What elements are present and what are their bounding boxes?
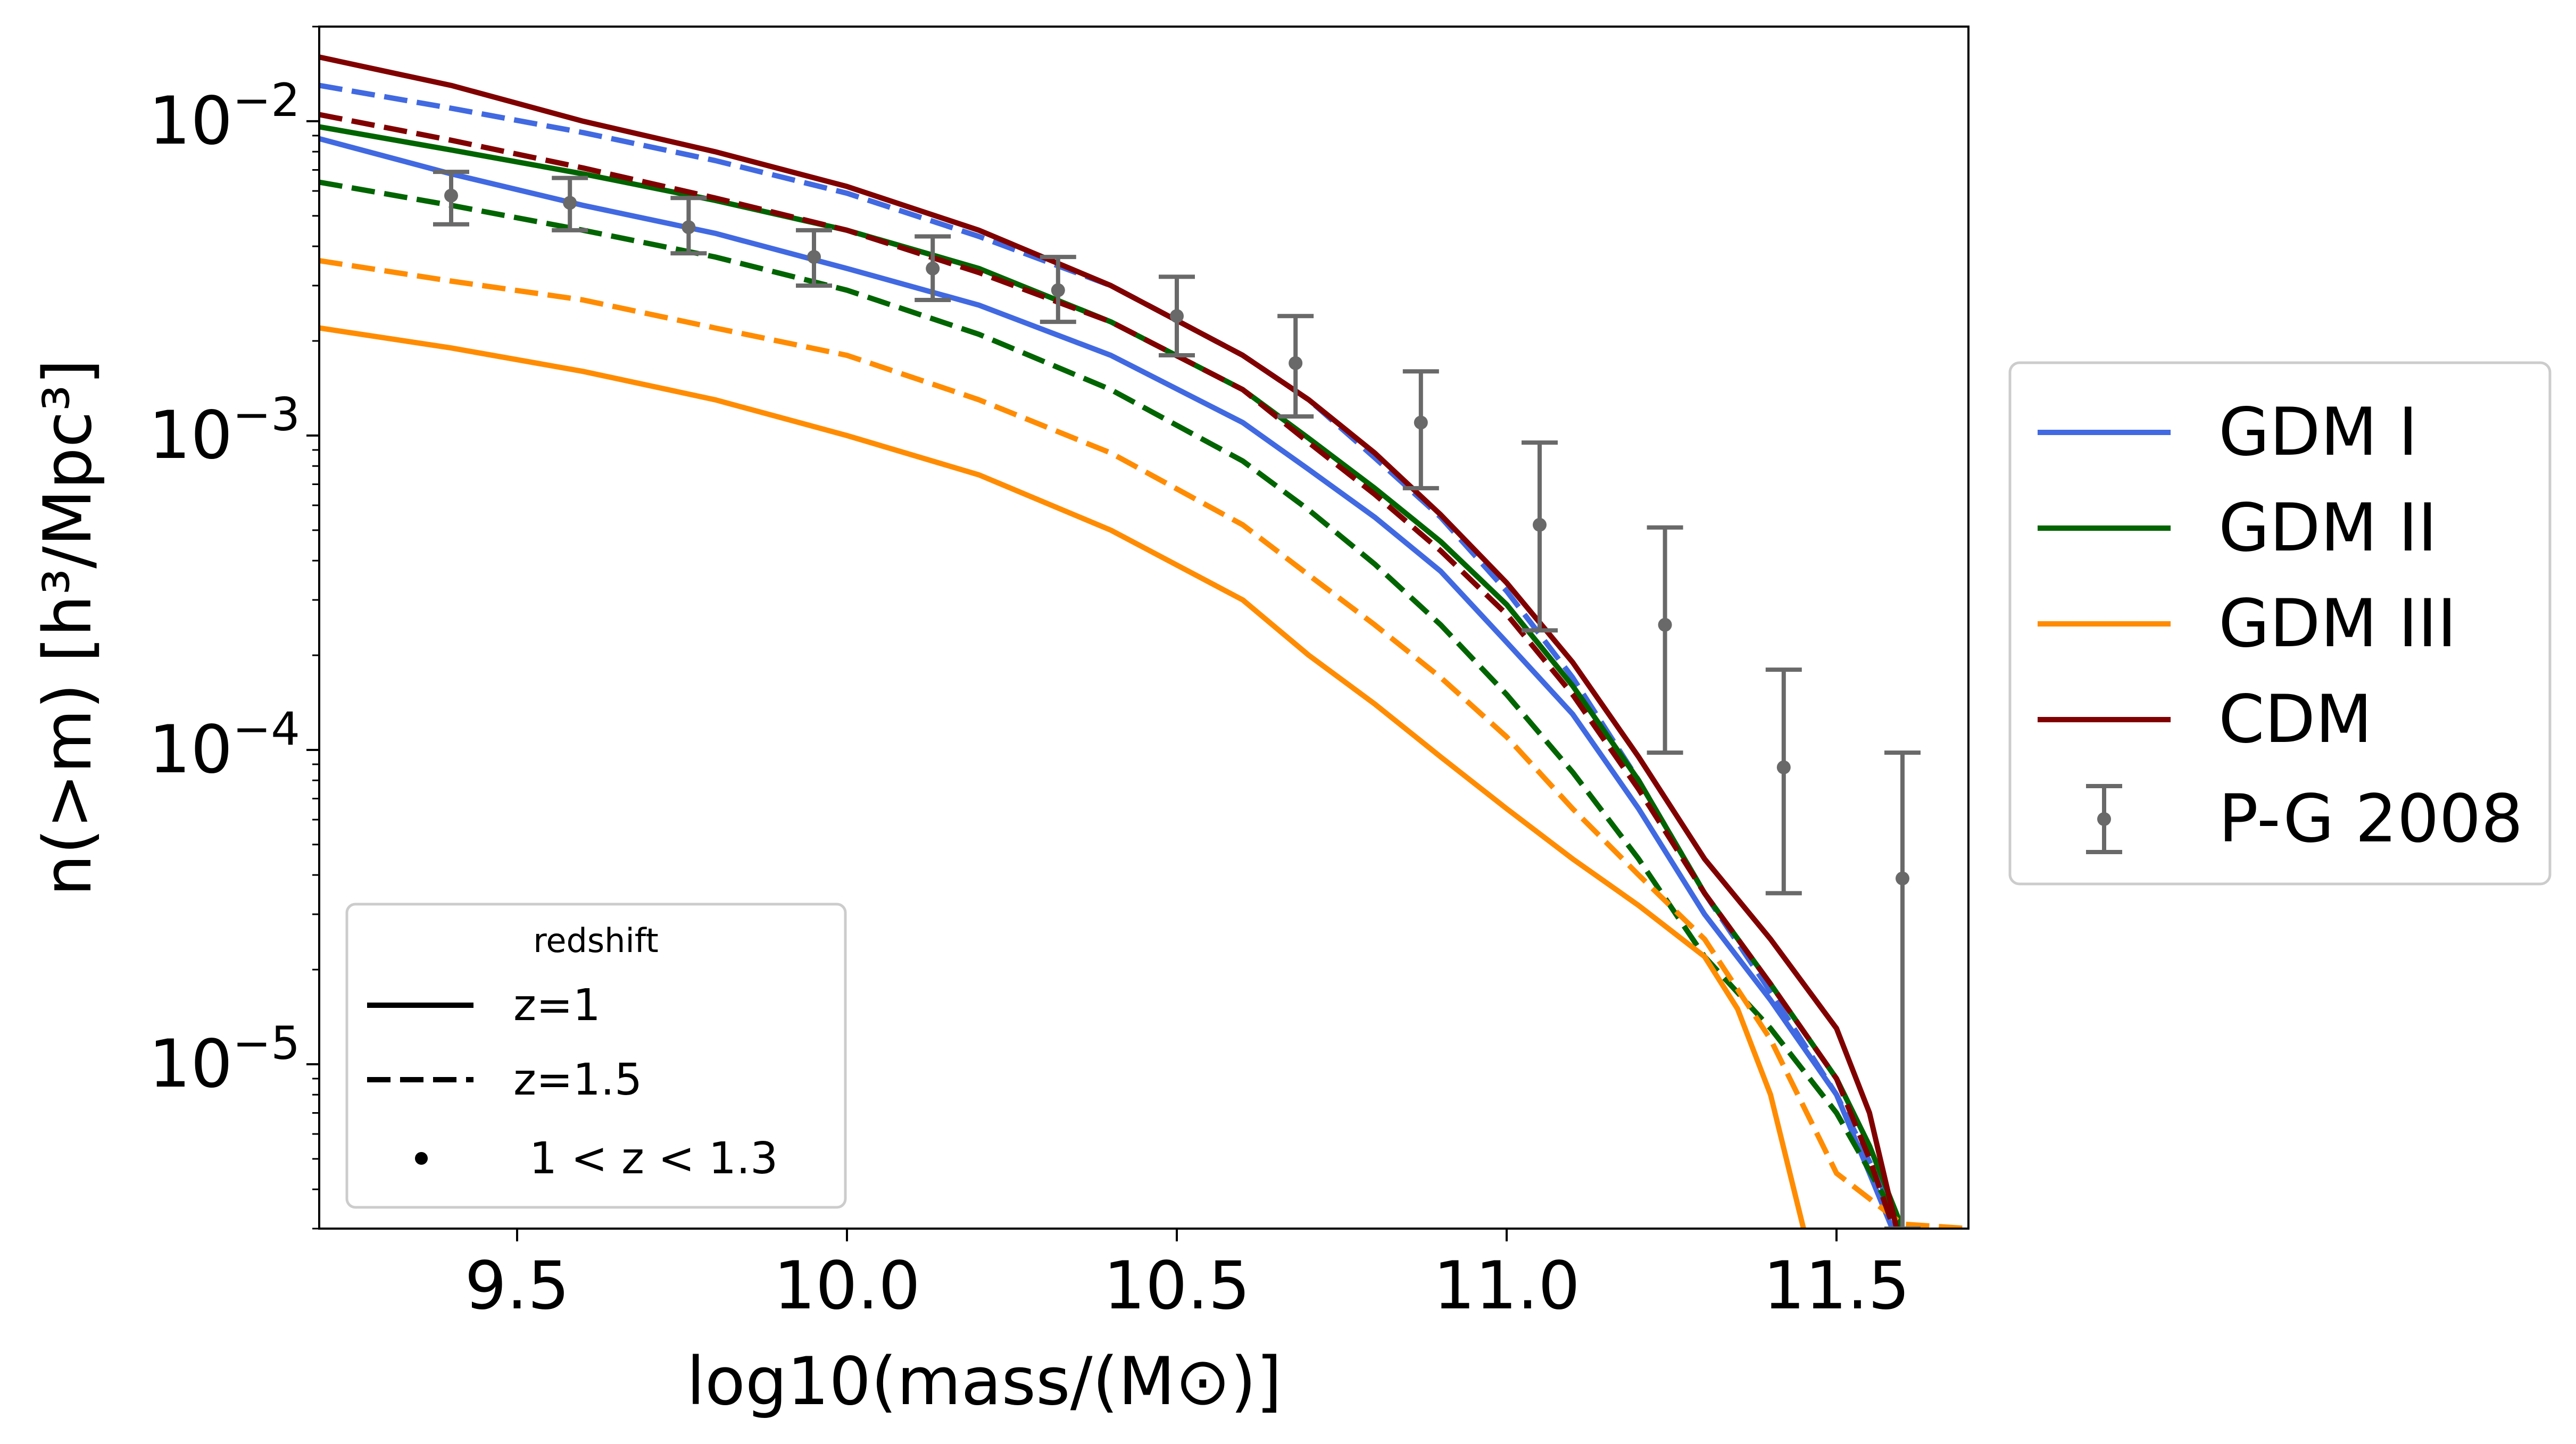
redshift-legend-frame [345, 903, 847, 1209]
y-tick-label: 10−3 [148, 388, 300, 474]
x-axis-label: log10(mass/(M⊙)] [687, 1343, 1282, 1420]
series-line-cdm-solid [319, 54, 1900, 1229]
observation-marker [926, 261, 940, 276]
legend-label: GDM II [2218, 490, 2437, 566]
legend-label: GDM I [2218, 394, 2418, 471]
observation-marker [1658, 617, 1672, 632]
plot-frame [318, 26, 1970, 1230]
x-tick-label: 10.0 [774, 1248, 920, 1324]
observation-marker [1289, 356, 1303, 370]
observation-marker [1896, 871, 1909, 886]
observation-marker [682, 220, 696, 235]
observation-marker [444, 188, 458, 203]
observation-marker [807, 250, 821, 264]
legend-label: P-G 2008 [2218, 781, 2523, 857]
errorbar-point [1765, 667, 1802, 896]
observation-marker [1533, 517, 1547, 532]
observation-marker [1776, 760, 1791, 774]
y-axis-label: n(>m) [h³/Mpc³] [30, 359, 106, 896]
errorbar-point [1277, 314, 1314, 419]
y-tick-label: 10−4 [148, 703, 300, 788]
redshift-legend-title: redshift [533, 921, 659, 960]
errorbar-point [433, 170, 469, 227]
errorbar-point [552, 176, 588, 232]
errorbar-point [796, 228, 832, 288]
errorbar-point [1040, 255, 1076, 324]
errorbar-point [1522, 440, 1558, 633]
model-legend-frame [2008, 361, 2552, 886]
legend-entry: GDM I [2038, 394, 2418, 471]
redshift-legend-label: 1 < z < 1.3 [529, 1133, 778, 1184]
series-line-gdm-iii-solid [319, 325, 1806, 1229]
legend-label: GDM III [2218, 586, 2457, 662]
x-axis-ticks: 9.5 10.0 10.5 11.0 11.5 [464, 1229, 1910, 1324]
x-tick-label: 9.5 [464, 1248, 569, 1324]
series-line-cdm-dashed [319, 112, 1897, 1229]
errorbar-point [1884, 750, 1921, 1229]
legend-label: CDM [2218, 681, 2372, 758]
legend-entry: GDM III [2038, 586, 2457, 662]
legend-errorbar-marker [2097, 812, 2111, 826]
legend-entry: GDM II [2038, 490, 2437, 566]
y-tick-label: 10−5 [148, 1017, 300, 1103]
y-axis-ticks: 10−2 10−3 10−4 10−5 [148, 26, 319, 1230]
x-tick-label: 10.5 [1103, 1248, 1250, 1324]
model-legend: GDM I GDM II GDM III CDM P-G 2008 [2008, 361, 2552, 886]
legend-dot-marker [415, 1152, 428, 1165]
legend-entry: P-G 2008 [2086, 781, 2523, 857]
errorbar-point [1402, 369, 1439, 490]
x-tick-label: 11.5 [1763, 1248, 1910, 1324]
redshift-legend-label: z=1 [513, 980, 601, 1031]
errorbar-point [670, 196, 707, 256]
observation-marker [1051, 283, 1065, 297]
legend-entry: CDM [2038, 681, 2372, 758]
redshift-legend: redshift z=1 z=1.5 1 < z < 1.3 [345, 903, 847, 1209]
errorbar-point [915, 234, 951, 302]
x-tick-label: 11.0 [1433, 1248, 1580, 1324]
observation-marker [563, 196, 577, 210]
errorbar-point [1647, 525, 1683, 755]
observation-errorbars [433, 170, 1921, 1229]
y-tick-label: 10−2 [148, 74, 300, 160]
model-legend-entries: GDM I GDM II GDM III CDM P-G 2008 [2038, 394, 2523, 857]
observation-marker [1414, 415, 1428, 430]
series-line-gdm-i-solid [319, 136, 1896, 1229]
series-line-gdm-iii-dashed [319, 258, 1968, 1229]
errorbar-point [1159, 274, 1195, 358]
observation-marker [1170, 309, 1184, 323]
redshift-legend-label: z=1.5 [513, 1055, 642, 1105]
